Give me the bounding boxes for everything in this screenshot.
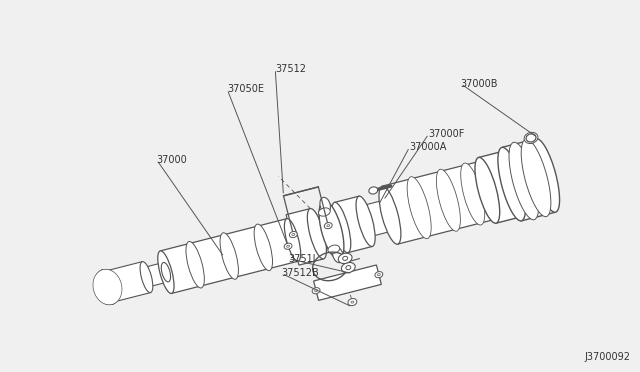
Text: 37000B: 37000B	[461, 79, 499, 89]
Ellipse shape	[383, 200, 396, 231]
Ellipse shape	[378, 274, 380, 276]
Ellipse shape	[97, 269, 118, 305]
Ellipse shape	[475, 157, 500, 223]
Ellipse shape	[95, 269, 120, 305]
Text: 37000: 37000	[157, 155, 188, 165]
Ellipse shape	[100, 270, 115, 305]
Ellipse shape	[436, 169, 460, 231]
Ellipse shape	[332, 202, 351, 253]
Ellipse shape	[292, 234, 295, 235]
Ellipse shape	[319, 201, 344, 259]
Polygon shape	[314, 265, 381, 301]
Ellipse shape	[526, 134, 536, 142]
Ellipse shape	[342, 263, 355, 273]
Polygon shape	[144, 263, 168, 287]
Ellipse shape	[312, 288, 320, 294]
Ellipse shape	[407, 177, 431, 239]
Ellipse shape	[339, 253, 352, 263]
Ellipse shape	[327, 225, 330, 227]
Ellipse shape	[509, 142, 539, 220]
Ellipse shape	[342, 256, 348, 260]
Ellipse shape	[93, 269, 122, 305]
Ellipse shape	[369, 187, 378, 194]
Text: 37512B: 37512B	[282, 269, 319, 278]
Text: 3751l: 3751l	[288, 254, 316, 263]
Text: 37000F: 37000F	[429, 129, 465, 139]
Ellipse shape	[287, 245, 289, 247]
Ellipse shape	[97, 269, 118, 305]
Polygon shape	[383, 161, 495, 244]
Polygon shape	[362, 200, 394, 237]
Ellipse shape	[220, 233, 239, 279]
Text: J3700092: J3700092	[584, 352, 630, 362]
Ellipse shape	[99, 270, 116, 305]
Ellipse shape	[499, 151, 524, 217]
Ellipse shape	[476, 161, 499, 219]
Ellipse shape	[320, 198, 330, 213]
Ellipse shape	[521, 139, 551, 217]
Ellipse shape	[346, 266, 351, 270]
Ellipse shape	[284, 219, 301, 261]
Ellipse shape	[289, 231, 298, 238]
Ellipse shape	[351, 301, 354, 303]
Text: 37050E: 37050E	[227, 84, 264, 94]
Ellipse shape	[379, 186, 401, 244]
Polygon shape	[104, 262, 150, 302]
Polygon shape	[502, 139, 555, 221]
Ellipse shape	[324, 222, 332, 229]
Ellipse shape	[375, 272, 383, 278]
Ellipse shape	[161, 262, 171, 282]
Ellipse shape	[524, 132, 538, 144]
Ellipse shape	[186, 241, 204, 288]
Ellipse shape	[101, 272, 114, 302]
Ellipse shape	[532, 139, 559, 212]
Ellipse shape	[284, 243, 292, 249]
Ellipse shape	[348, 298, 357, 306]
Polygon shape	[335, 196, 372, 253]
Text: 37000A: 37000A	[410, 142, 447, 152]
Ellipse shape	[94, 269, 121, 305]
Ellipse shape	[140, 262, 153, 293]
Ellipse shape	[319, 208, 330, 216]
Ellipse shape	[498, 147, 525, 221]
Ellipse shape	[307, 209, 326, 259]
Ellipse shape	[158, 251, 174, 294]
Ellipse shape	[333, 247, 343, 263]
Ellipse shape	[328, 245, 340, 253]
Ellipse shape	[315, 290, 317, 292]
Ellipse shape	[356, 196, 375, 247]
Text: 37512: 37512	[275, 64, 306, 74]
Ellipse shape	[254, 224, 273, 270]
Polygon shape	[161, 219, 298, 294]
Polygon shape	[479, 151, 520, 223]
Polygon shape	[286, 209, 323, 265]
Ellipse shape	[100, 270, 115, 305]
Ellipse shape	[461, 163, 484, 225]
